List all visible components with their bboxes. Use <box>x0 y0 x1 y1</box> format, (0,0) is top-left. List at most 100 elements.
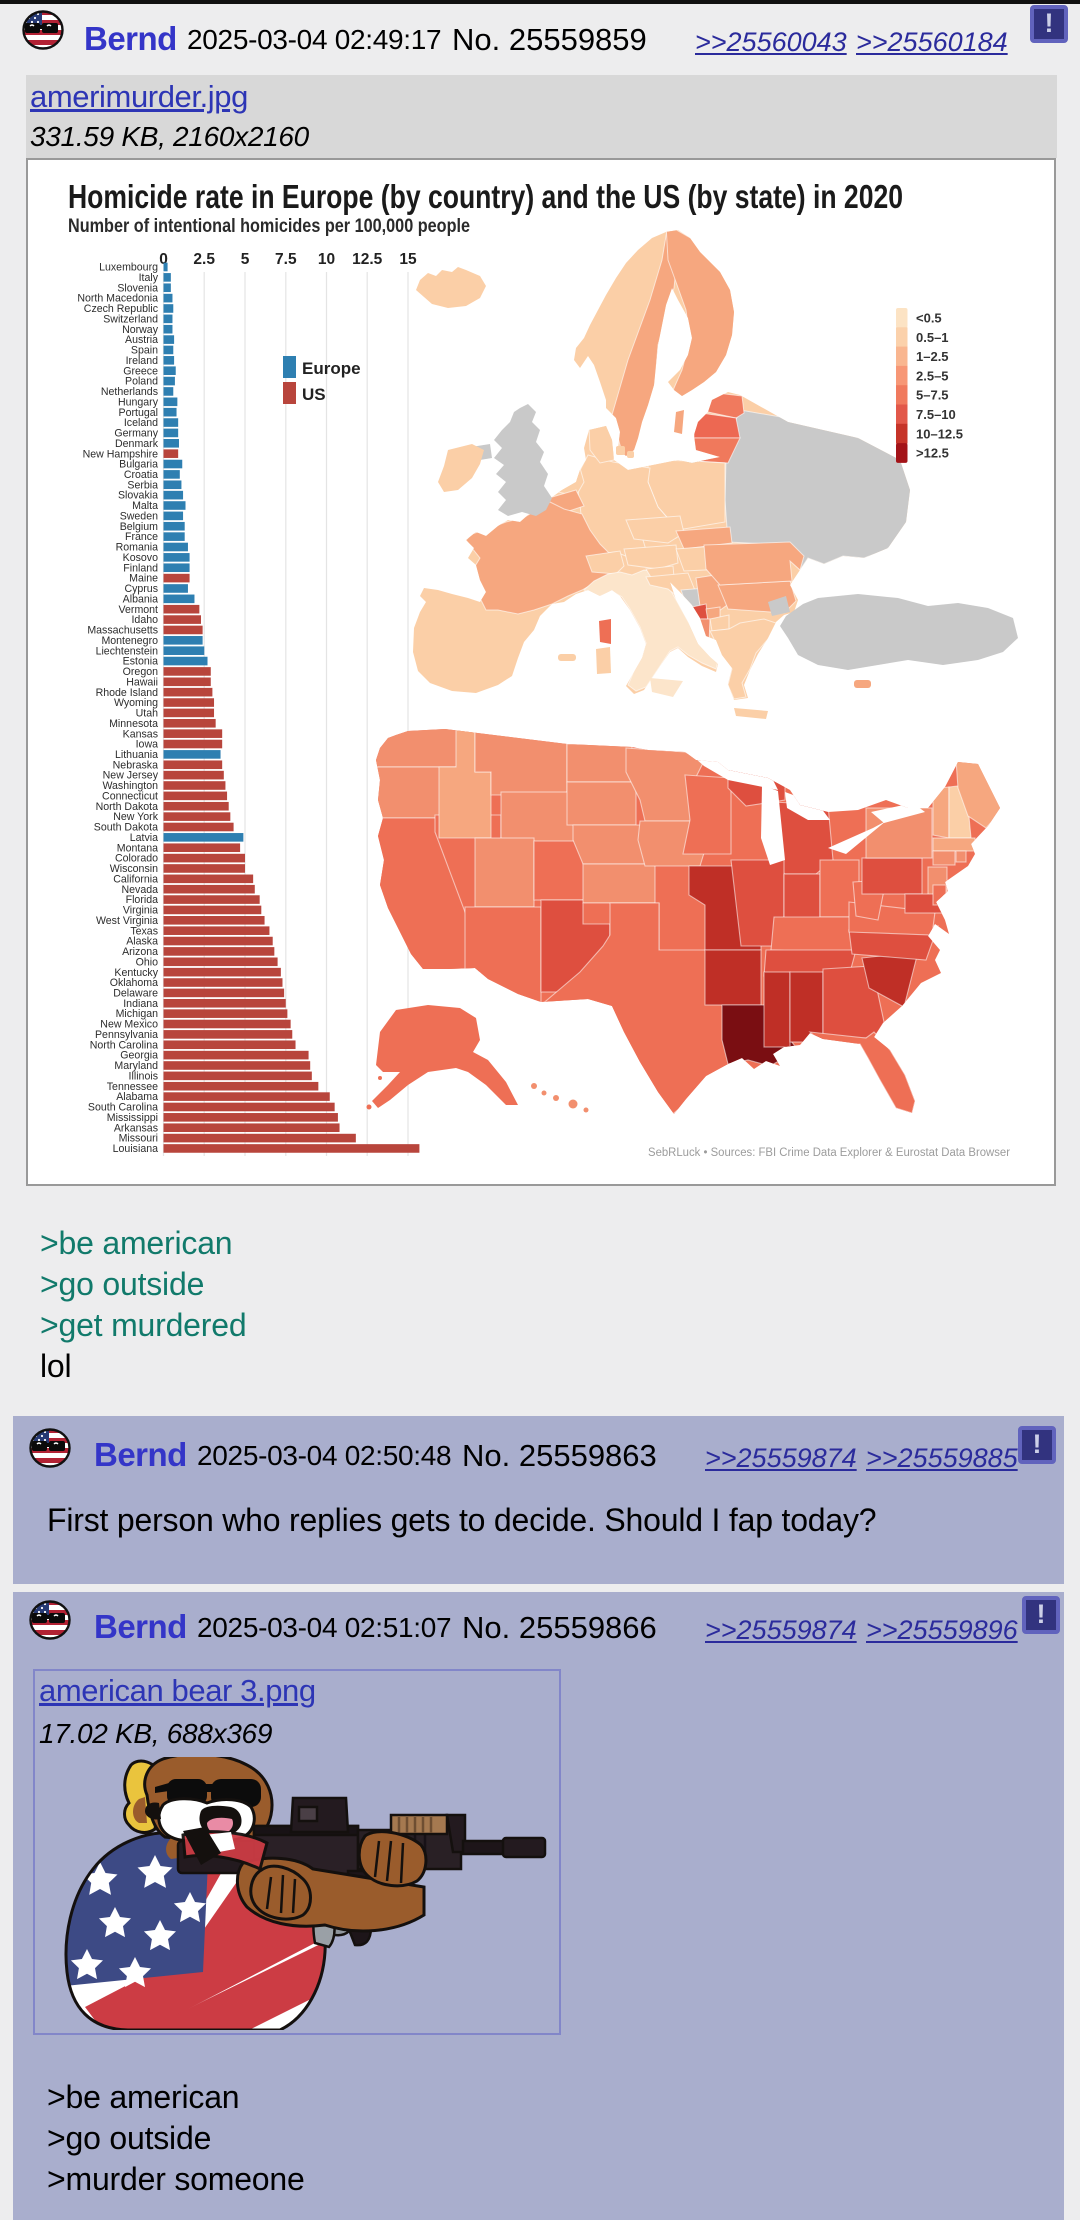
svg-text:Nevada: Nevada <box>121 884 158 896</box>
svg-text:Wyoming: Wyoming <box>114 697 158 709</box>
svg-text:SebRLuck • Sources: FBI Crime: SebRLuck • Sources: FBI Crime Data Explo… <box>648 1147 1010 1159</box>
svg-text:Serbia: Serbia <box>127 479 158 491</box>
svg-text:Maine: Maine <box>129 573 158 585</box>
svg-text:Estonia: Estonia <box>123 656 158 668</box>
svg-text:Idaho: Idaho <box>131 614 158 626</box>
svg-text:Alaska: Alaska <box>126 936 158 948</box>
svg-text:North Carolina: North Carolina <box>90 1039 158 1051</box>
svg-text:Michigan: Michigan <box>116 1008 159 1020</box>
svg-text:Homicide rate in Europe (by co: Homicide rate in Europe (by country) and… <box>68 178 903 215</box>
svg-text:Mississippi: Mississippi <box>107 1112 158 1124</box>
svg-text:Minnesota: Minnesota <box>109 718 158 730</box>
svg-text:France: France <box>125 531 158 543</box>
svg-text:Number of intentional homicide: Number of intentional homicides per 100,… <box>68 216 470 237</box>
svg-text:0.5–1: 0.5–1 <box>916 330 949 345</box>
svg-text:Slovakia: Slovakia <box>118 490 158 502</box>
svg-text:Kansas: Kansas <box>123 728 158 740</box>
svg-text:Ohio: Ohio <box>136 956 158 968</box>
svg-text:Oregon: Oregon <box>123 666 158 678</box>
svg-text:<0.5: <0.5 <box>916 311 942 326</box>
svg-text:Albania: Albania <box>123 593 158 605</box>
svg-text:Kosovo: Kosovo <box>123 552 158 564</box>
svg-text:10–12.5: 10–12.5 <box>916 426 963 441</box>
svg-text:Iceland: Iceland <box>124 417 158 429</box>
svg-text:Oklahoma: Oklahoma <box>110 977 158 989</box>
svg-text:Indiana: Indiana <box>123 998 158 1010</box>
svg-text:California: California <box>113 873 158 885</box>
svg-text:Slovenia: Slovenia <box>117 282 158 294</box>
svg-text:Utah: Utah <box>136 708 158 720</box>
svg-text:Connecticut: Connecticut <box>102 790 158 802</box>
svg-text:Arkansas: Arkansas <box>114 1122 158 1134</box>
svg-text:Spain: Spain <box>131 345 158 357</box>
svg-text:Austria: Austria <box>125 334 158 346</box>
svg-text:New Hampshire: New Hampshire <box>83 448 158 460</box>
svg-text:Nebraska: Nebraska <box>113 759 158 771</box>
svg-text:Romania: Romania <box>116 542 159 554</box>
svg-text:5–7.5: 5–7.5 <box>916 388 949 403</box>
svg-text:West Virginia: West Virginia <box>96 915 158 927</box>
svg-text:Belgium: Belgium <box>120 521 158 533</box>
svg-text:New York: New York <box>113 811 158 823</box>
svg-text:Florida: Florida <box>126 894 158 906</box>
svg-text:Sweden: Sweden <box>120 510 158 522</box>
svg-text:Italy: Italy <box>139 272 159 284</box>
svg-text:12.5: 12.5 <box>352 251 383 268</box>
svg-text:2.5: 2.5 <box>193 251 215 268</box>
svg-text:Norway: Norway <box>122 324 159 336</box>
svg-text:>12.5: >12.5 <box>916 446 949 461</box>
svg-text:10: 10 <box>318 251 335 268</box>
svg-text:Hawaii: Hawaii <box>126 676 158 688</box>
svg-text:Poland: Poland <box>125 376 158 388</box>
svg-text:Denmark: Denmark <box>115 438 159 450</box>
svg-text:Georgia: Georgia <box>120 1050 158 1062</box>
svg-text:Vermont: Vermont <box>119 604 159 616</box>
svg-text:Cyprus: Cyprus <box>124 583 158 595</box>
svg-text:Latvia: Latvia <box>130 832 158 844</box>
svg-text:US: US <box>302 385 326 404</box>
svg-text:Czech Republic: Czech Republic <box>84 303 159 315</box>
svg-text:Montana: Montana <box>117 842 158 854</box>
svg-text:Iowa: Iowa <box>136 739 158 751</box>
svg-text:Rhode Island: Rhode Island <box>96 687 159 699</box>
svg-text:Montenegro: Montenegro <box>101 635 158 647</box>
svg-text:Germany: Germany <box>114 428 158 440</box>
svg-text:Delaware: Delaware <box>113 988 158 1000</box>
svg-text:Virginia: Virginia <box>123 905 158 917</box>
svg-text:0: 0 <box>159 251 168 268</box>
svg-text:Netherlands: Netherlands <box>101 386 158 398</box>
svg-text:Hungary: Hungary <box>118 396 159 408</box>
svg-text:Switzerland: Switzerland <box>103 313 158 325</box>
svg-text:Texas: Texas <box>130 925 158 937</box>
svg-text:Malta: Malta <box>132 500 158 512</box>
svg-text:Pennsylvania: Pennsylvania <box>95 1029 158 1041</box>
svg-text:15: 15 <box>399 251 417 268</box>
svg-text:North Macedonia: North Macedonia <box>77 293 158 305</box>
svg-text:Lithuania: Lithuania <box>115 749 158 761</box>
svg-text:Illinois: Illinois <box>129 1070 158 1082</box>
svg-text:Maryland: Maryland <box>114 1060 158 1072</box>
svg-text:Massachusetts: Massachusetts <box>87 625 158 637</box>
svg-text:Ireland: Ireland <box>126 355 158 367</box>
svg-text:Missouri: Missouri <box>119 1133 158 1145</box>
svg-text:Tennessee: Tennessee <box>107 1081 158 1093</box>
svg-text:New Jersey: New Jersey <box>103 770 159 782</box>
svg-text:Finland: Finland <box>123 562 158 574</box>
svg-text:Croatia: Croatia <box>124 469 158 481</box>
svg-text:Louisiana: Louisiana <box>113 1143 158 1155</box>
svg-text:Washington: Washington <box>102 780 158 792</box>
svg-text:Greece: Greece <box>123 365 158 377</box>
svg-text:Colorado: Colorado <box>115 853 158 865</box>
svg-text:South Dakota: South Dakota <box>94 822 158 834</box>
svg-text:7.5: 7.5 <box>275 251 297 268</box>
svg-text:Alabama: Alabama <box>116 1091 158 1103</box>
svg-text:Luxembourg: Luxembourg <box>99 262 158 274</box>
svg-text:1–2.5: 1–2.5 <box>916 349 949 364</box>
svg-text:South Carolina: South Carolina <box>88 1102 158 1114</box>
svg-text:5: 5 <box>241 251 250 268</box>
svg-text:Wisconsin: Wisconsin <box>110 863 158 875</box>
svg-text:Arizona: Arizona <box>122 946 158 958</box>
svg-text:Europe: Europe <box>302 359 361 378</box>
svg-text:Kentucky: Kentucky <box>114 967 158 979</box>
svg-text:Liechtenstein: Liechtenstein <box>96 645 159 657</box>
